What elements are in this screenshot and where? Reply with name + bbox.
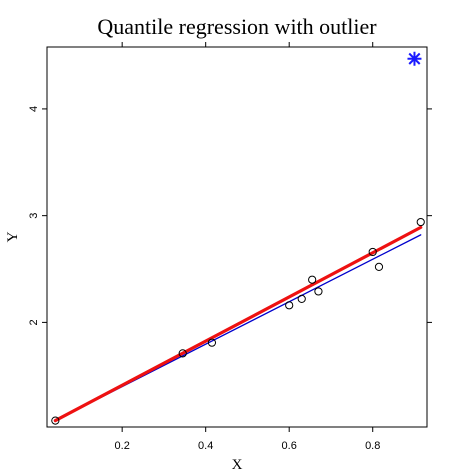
- data-point: [374, 262, 384, 271]
- x-tick-label: 0.4: [198, 440, 213, 452]
- x-axis-label: X: [232, 457, 243, 473]
- data-point: [178, 349, 187, 358]
- data-point: [285, 301, 294, 310]
- data-point: [297, 294, 306, 304]
- regression-lines: [53, 225, 423, 423]
- data-point: [368, 247, 377, 257]
- regression-line-red: [53, 225, 423, 423]
- plot-frame: [46, 46, 428, 428]
- x-tick-label: 0.2: [115, 440, 130, 452]
- x-tick-label: 0.6: [282, 440, 297, 452]
- data-point: [51, 416, 60, 425]
- y-tick-label: 4: [28, 106, 40, 112]
- y-tick-label: 3: [28, 213, 40, 219]
- y-axis-label: Y: [5, 231, 21, 242]
- chart-title: Quantile regression with outlier: [97, 14, 377, 39]
- data-point: [416, 217, 425, 227]
- data-point: [207, 338, 217, 347]
- data-point: [314, 287, 323, 296]
- outlier-point: [407, 51, 422, 66]
- y-tick-label: 2: [28, 319, 40, 325]
- axis-ticks: 0.2 0.4 0.6 0.8 2 3 4: [28, 42, 432, 452]
- data-point: [308, 275, 317, 284]
- x-tick-label: 0.8: [365, 440, 380, 452]
- data-points: [51, 51, 425, 425]
